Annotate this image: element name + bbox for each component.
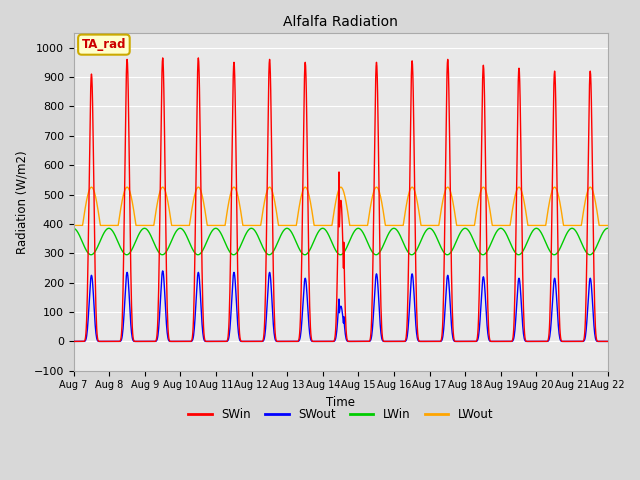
Legend: SWin, SWout, LWin, LWout: SWin, SWout, LWin, LWout xyxy=(183,403,498,426)
Title: Alfalfa Radiation: Alfalfa Radiation xyxy=(284,15,398,29)
Text: TA_rad: TA_rad xyxy=(82,38,126,51)
Y-axis label: Radiation (W/m2): Radiation (W/m2) xyxy=(15,150,28,253)
X-axis label: Time: Time xyxy=(326,396,355,409)
